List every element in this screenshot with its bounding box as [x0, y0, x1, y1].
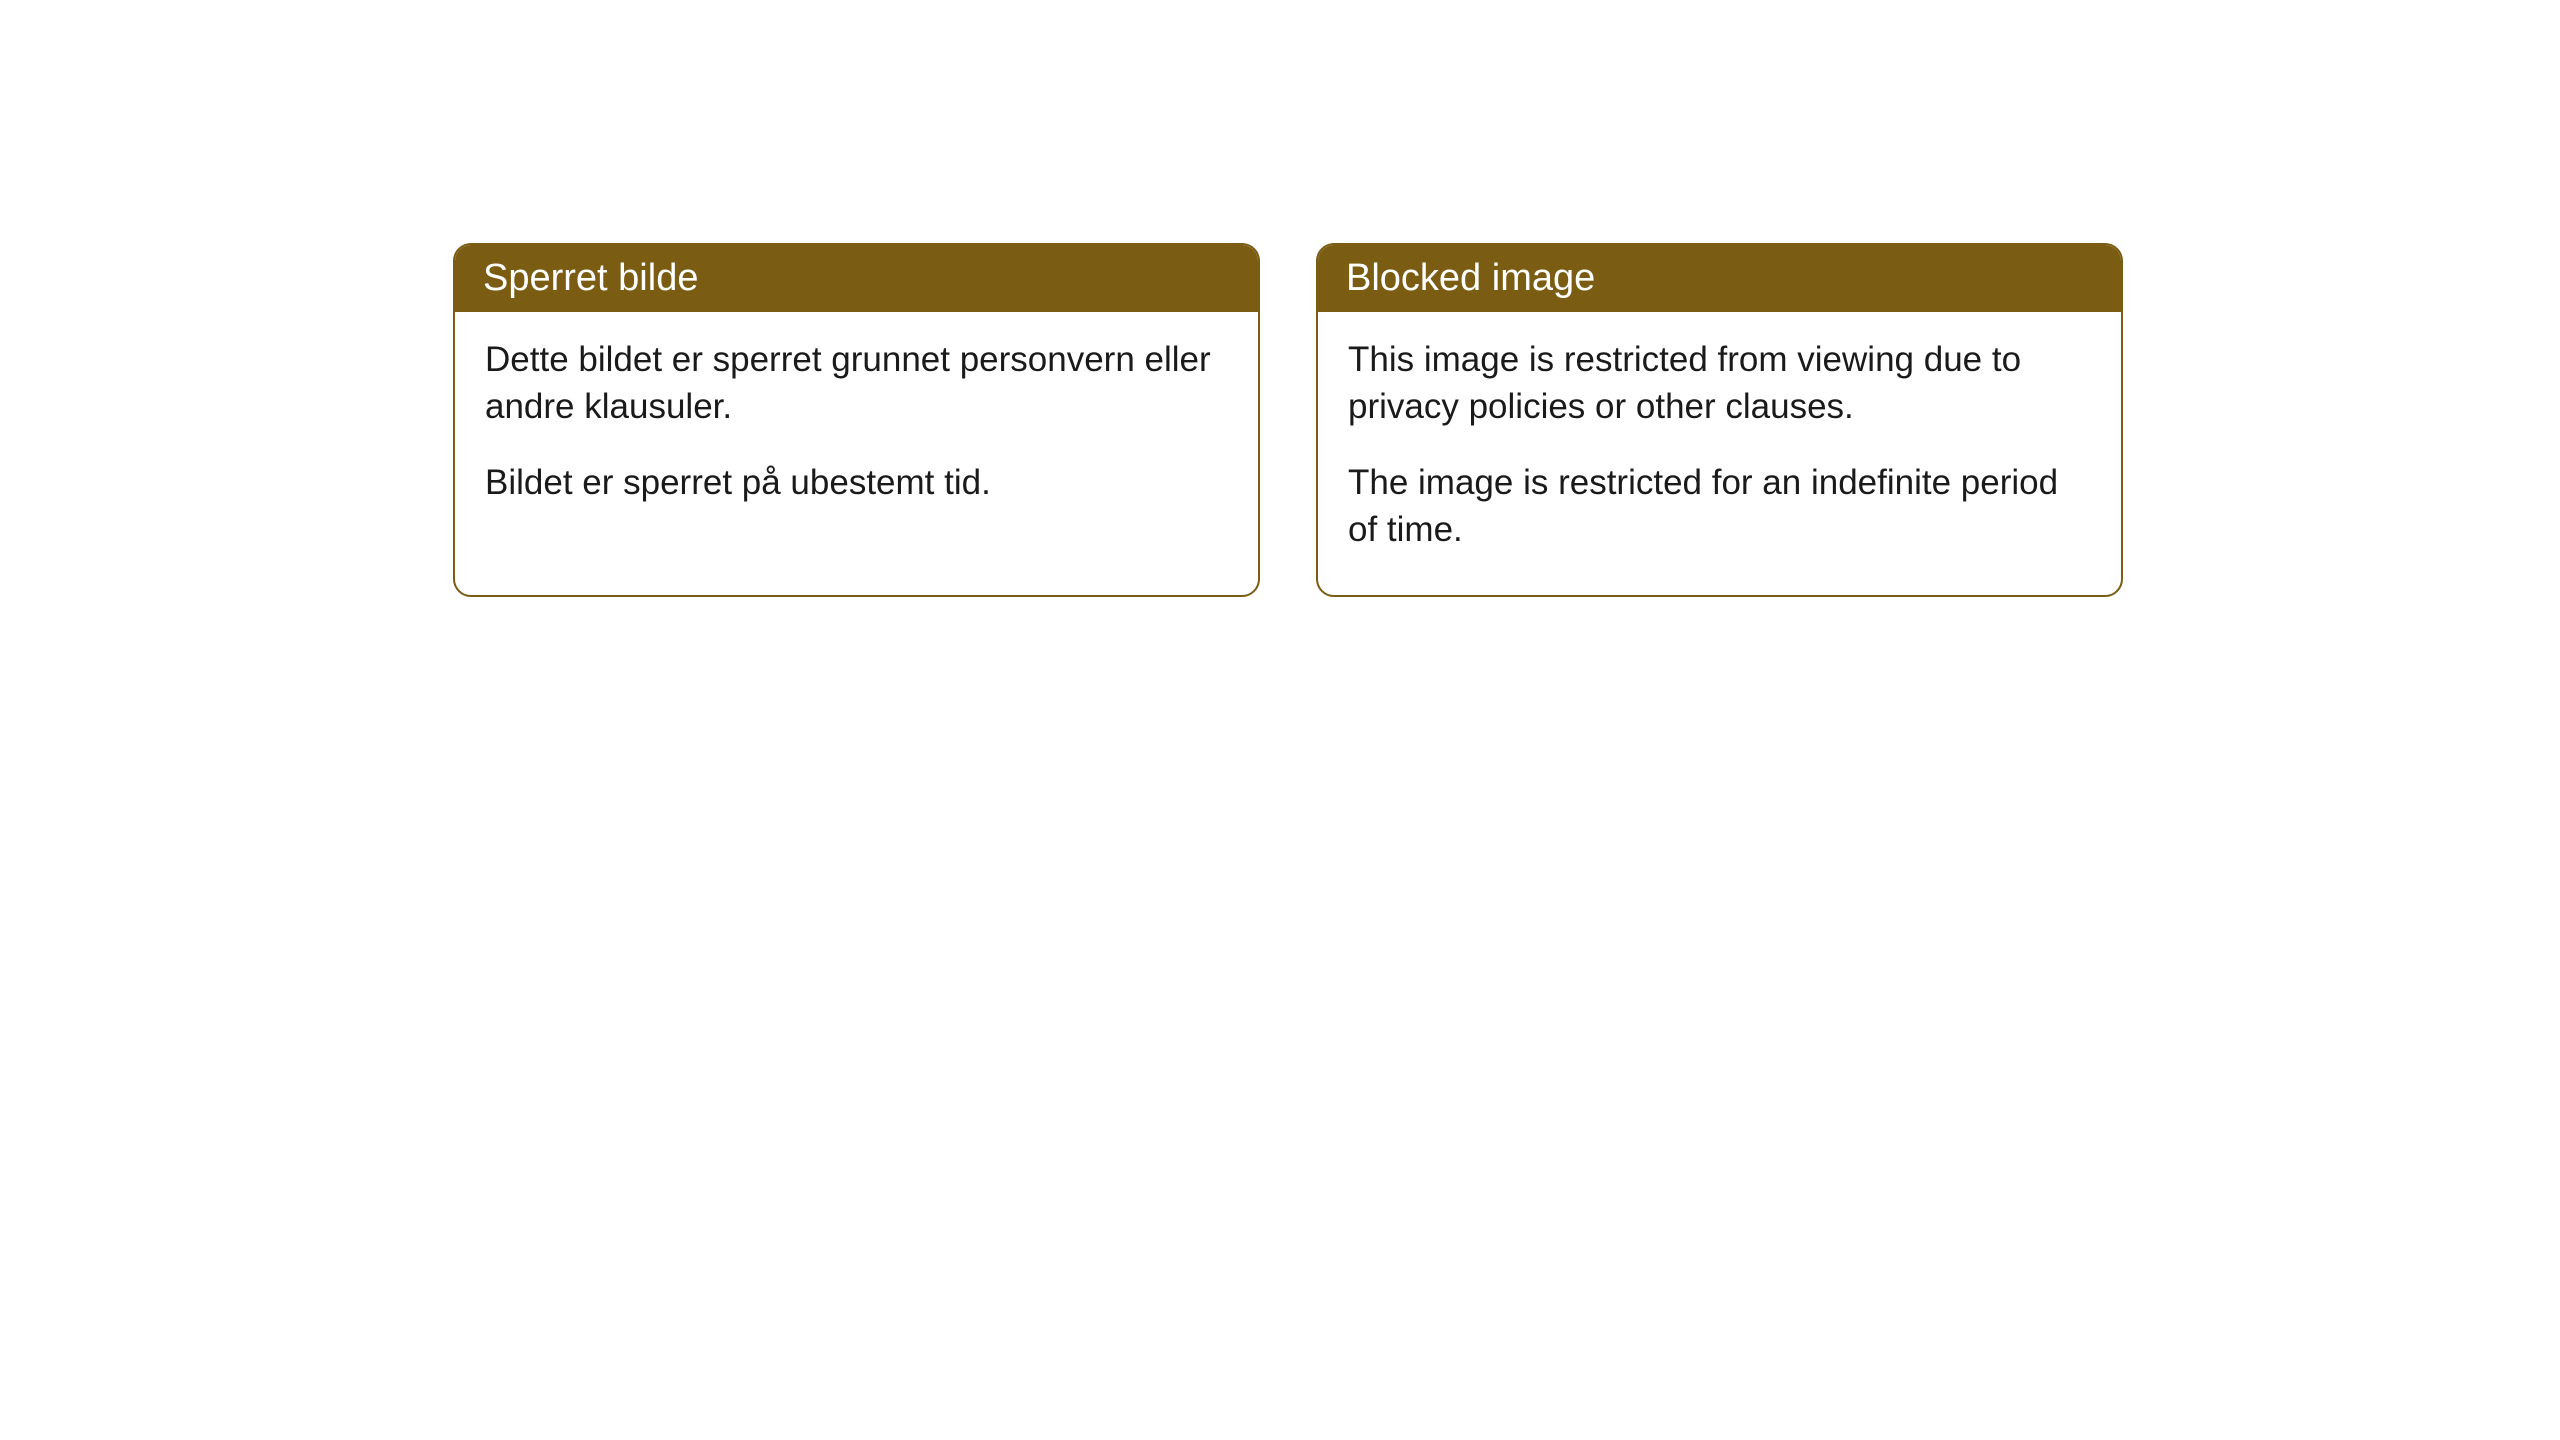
blocked-image-card-norwegian: Sperret bilde Dette bildet er sperret gr…: [453, 243, 1260, 597]
card-header: Blocked image: [1318, 245, 2121, 312]
cards-container: Sperret bilde Dette bildet er sperret gr…: [0, 0, 2560, 597]
card-title: Blocked image: [1346, 257, 1595, 299]
card-paragraph: The image is restricted for an indefinit…: [1348, 459, 2091, 554]
card-paragraph: Dette bildet er sperret grunnet personve…: [485, 336, 1228, 431]
card-body: This image is restricted from viewing du…: [1318, 312, 2121, 595]
card-paragraph: Bildet er sperret på ubestemt tid.: [485, 459, 1228, 506]
card-title: Sperret bilde: [483, 257, 698, 299]
card-paragraph: This image is restricted from viewing du…: [1348, 336, 2091, 431]
card-header: Sperret bilde: [455, 245, 1258, 312]
blocked-image-card-english: Blocked image This image is restricted f…: [1316, 243, 2123, 597]
card-body: Dette bildet er sperret grunnet personve…: [455, 312, 1258, 548]
